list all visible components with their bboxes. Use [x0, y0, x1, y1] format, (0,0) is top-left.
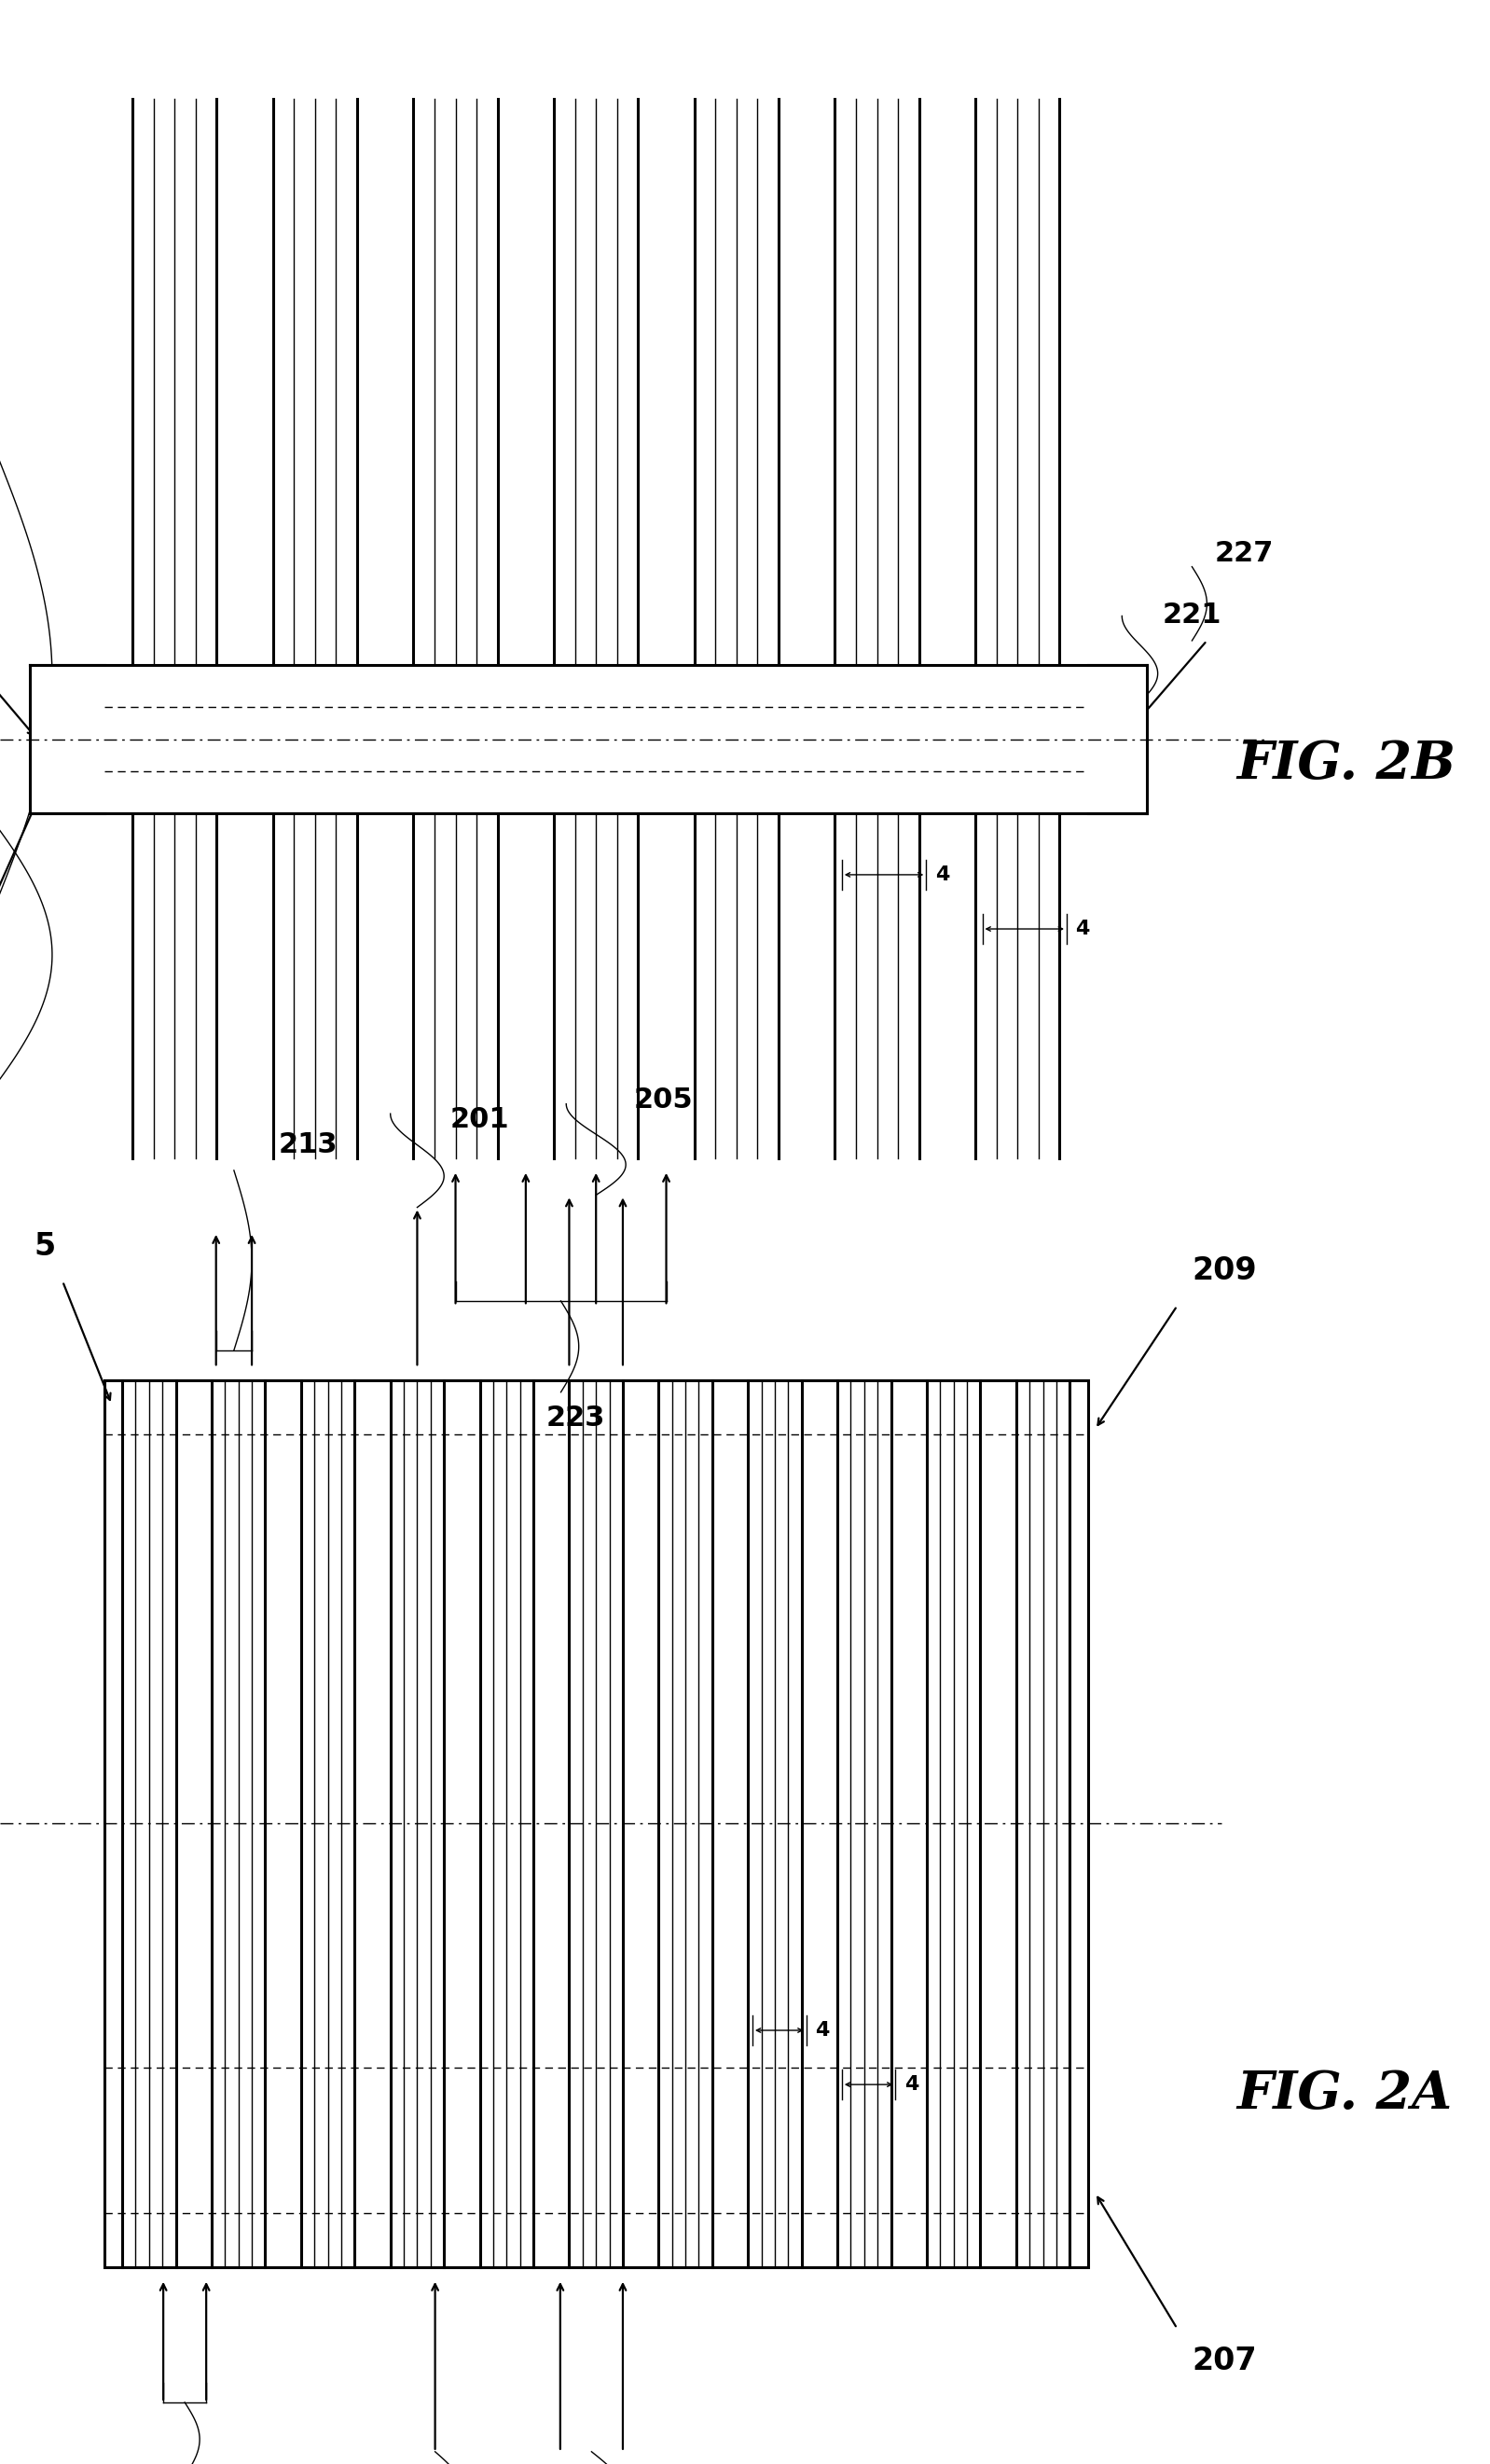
Text: 205: 205	[633, 1087, 693, 1114]
Text: 223: 223	[547, 1404, 605, 1432]
Text: FIG. 2A: FIG. 2A	[1237, 2070, 1453, 2119]
Text: 207: 207	[1192, 2346, 1258, 2375]
Text: 4: 4	[815, 2020, 830, 2040]
Text: 209: 209	[1192, 1257, 1258, 1286]
Text: 227: 227	[1214, 540, 1274, 567]
Text: FIG. 2B: FIG. 2B	[1237, 739, 1456, 788]
Text: 213: 213	[279, 1131, 338, 1158]
Text: 5: 5	[34, 1232, 55, 1262]
Text: 4: 4	[936, 865, 949, 885]
Text: 4: 4	[904, 2075, 919, 2094]
Text: 201: 201	[450, 1106, 510, 1133]
Text: 221: 221	[1162, 601, 1222, 628]
Text: 4: 4	[1076, 919, 1089, 939]
